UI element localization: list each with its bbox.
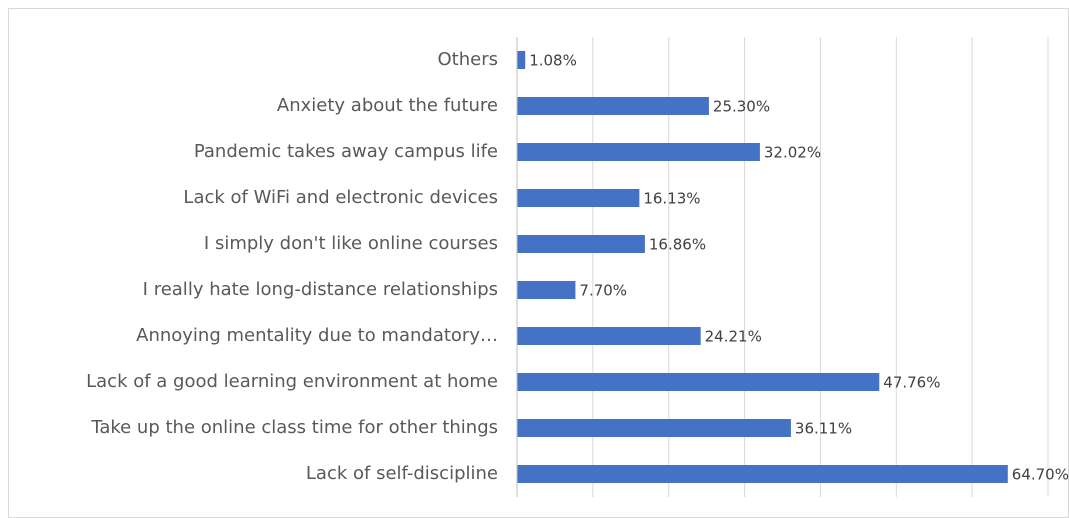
data-label: 25.30% <box>713 98 770 116</box>
bar <box>517 465 1008 483</box>
y-tick-label: Lack of a good learning environment at h… <box>86 371 498 392</box>
bar <box>517 235 645 253</box>
y-tick-label: Lack of self-discipline <box>306 463 498 484</box>
bar <box>517 143 760 161</box>
data-label: 1.08% <box>529 52 577 70</box>
bar <box>517 51 526 69</box>
y-tick-label: Others <box>438 49 499 70</box>
bar <box>517 281 576 299</box>
data-label: 16.13% <box>643 190 700 208</box>
data-label: 64.70% <box>1012 466 1069 484</box>
data-label: 32.02% <box>764 144 821 162</box>
data-label: 16.86% <box>649 236 706 254</box>
chart-frame <box>8 8 1069 518</box>
y-tick-label: Take up the online class time for other … <box>90 417 498 438</box>
y-tick-label: Lack of WiFi and electronic devices <box>183 187 498 208</box>
data-label: 47.76% <box>883 374 940 392</box>
bar <box>517 189 640 207</box>
data-label: 7.70% <box>579 282 627 300</box>
y-tick-label: Pandemic takes away campus life <box>194 141 498 162</box>
bar <box>517 373 880 391</box>
y-tick-label: Annoying mentality due to mandatory… <box>136 325 498 346</box>
y-tick-label: Anxiety about the future <box>277 95 498 116</box>
data-label: 36.11% <box>795 420 852 438</box>
bar <box>517 327 701 345</box>
data-label: 24.21% <box>705 328 762 346</box>
y-tick-label: I really hate long-distance relationship… <box>143 279 498 300</box>
y-tick-label: I simply don't like online courses <box>204 233 498 254</box>
bar <box>517 419 791 437</box>
bar <box>517 97 709 115</box>
